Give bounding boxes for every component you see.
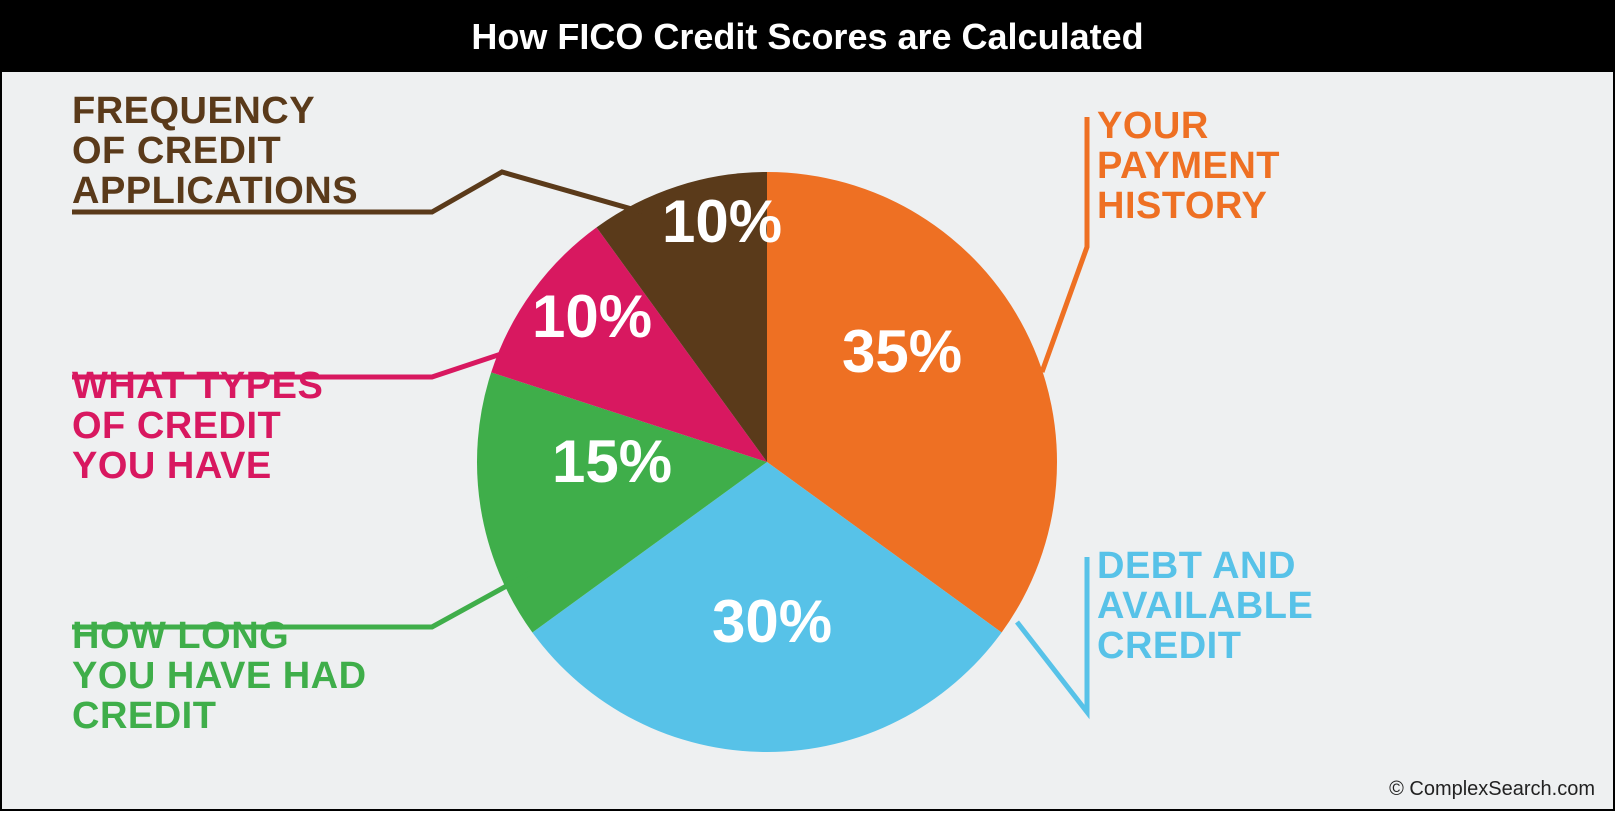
category-label-types-of-credit: WHAT TYPESOF CREDITYOU HAVE (72, 367, 323, 487)
category-label-length-of-credit: HOW LONGYOU HAVE HADCREDIT (72, 617, 367, 737)
chart-area: 35% 30% 15% 10%10% YOURPAYMENTHISTORY DEBT A… (2, 72, 1613, 811)
page-title: How FICO Credit Scores are Calculated (471, 16, 1143, 57)
infographic-frame: How FICO Credit Scores are Calculated 35… (0, 0, 1615, 811)
credit-line: © ComplexSearch.com (1389, 778, 1595, 801)
category-label-debt-available-credit: DEBT ANDAVAILABLECREDIT (1097, 547, 1313, 667)
category-label-payment-history: YOURPAYMENTHISTORY (1097, 107, 1280, 227)
slice-pct-length-of-credit: 15% (552, 428, 672, 495)
title-bar: How FICO Credit Scores are Calculated (2, 2, 1613, 72)
slice-pct-debt-available-credit: 30% (712, 588, 832, 655)
slice-pct-payment-history: 35% (842, 318, 962, 385)
category-label-frequency-applications: FREQUENCYOF CREDITAPPLICATIONS (72, 92, 358, 212)
slice-pct-frequency-applications: 10% (662, 188, 782, 255)
slice-pct-types-of-credit: 10% (532, 283, 652, 350)
leader-line-payment-history (1042, 117, 1087, 372)
